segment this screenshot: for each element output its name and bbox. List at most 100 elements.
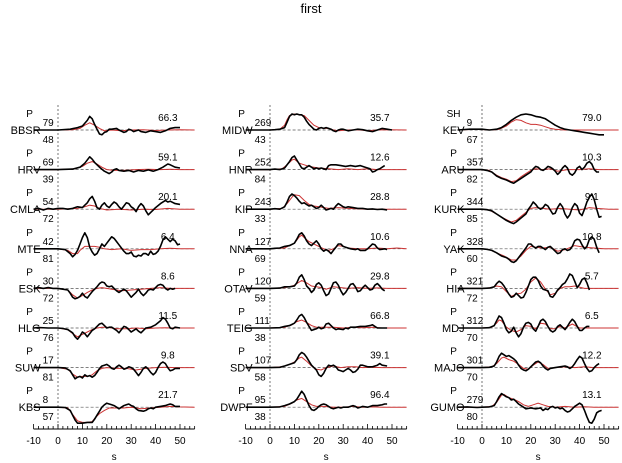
x-tick-label: 50 bbox=[598, 436, 610, 447]
azimuth-label: 54 bbox=[43, 197, 55, 208]
observed-waveform bbox=[33, 316, 181, 341]
observed-waveform bbox=[33, 115, 180, 136]
x-tick-label: 30 bbox=[550, 436, 562, 447]
amplitude-label: 12.6 bbox=[370, 153, 390, 164]
observed-waveform bbox=[457, 273, 591, 299]
phase-label: SH bbox=[447, 109, 461, 120]
observed-waveform bbox=[245, 273, 386, 297]
station-label: KEV bbox=[443, 125, 466, 137]
distance-label: 33 bbox=[255, 214, 267, 225]
figure-title: first bbox=[301, 1, 322, 16]
phase-label: P bbox=[26, 347, 33, 358]
azimuth-label: 279 bbox=[467, 395, 484, 406]
amplitude-label: 29.8 bbox=[370, 271, 390, 282]
x-tick-label: -10 bbox=[26, 436, 41, 447]
amplitude-label: 9.1 bbox=[585, 192, 599, 203]
station-label: KIP bbox=[235, 204, 253, 216]
phase-label: P bbox=[26, 307, 33, 318]
azimuth-label: 69 bbox=[43, 158, 55, 169]
station-label: HRV bbox=[18, 165, 42, 177]
x-tick-label: 20 bbox=[525, 436, 537, 447]
observed-waveform bbox=[33, 156, 181, 175]
distance-label: 84 bbox=[255, 175, 267, 186]
x-tick-label: 0 bbox=[55, 436, 61, 447]
x-tick-label: 10 bbox=[77, 436, 89, 447]
amplitude-label: 28.8 bbox=[370, 192, 390, 203]
azimuth-label: 357 bbox=[467, 158, 484, 169]
observed-waveform bbox=[245, 232, 388, 255]
phase-label: P bbox=[26, 149, 33, 160]
x-tick-label: 0 bbox=[267, 436, 273, 447]
amplitude-label: 96.4 bbox=[370, 390, 390, 401]
azimuth-label: 321 bbox=[467, 276, 484, 287]
distance-label: 70 bbox=[467, 373, 479, 384]
distance-label: 82 bbox=[467, 175, 479, 186]
azimuth-label: 95 bbox=[255, 395, 267, 406]
distance-label: 57 bbox=[43, 412, 55, 423]
station-label: NNA bbox=[229, 244, 253, 256]
x-tick-label: 50 bbox=[174, 436, 186, 447]
observed-waveform bbox=[33, 281, 176, 300]
station-label: SUW bbox=[15, 363, 41, 375]
amplitude-label: 13.1 bbox=[582, 390, 602, 401]
x-tick-label: 30 bbox=[126, 436, 138, 447]
amplitude-label: 6.5 bbox=[585, 311, 599, 322]
amplitude-label: 21.7 bbox=[158, 390, 178, 401]
amplitude-label: 66.8 bbox=[370, 311, 390, 322]
distance-label: 76 bbox=[43, 333, 55, 344]
azimuth-label: 344 bbox=[467, 197, 484, 208]
phase-label: P bbox=[26, 228, 33, 239]
distance-label: 72 bbox=[43, 214, 55, 225]
phase-label: P bbox=[238, 228, 245, 239]
distance-label: 48 bbox=[43, 135, 55, 146]
azimuth-label: 127 bbox=[255, 237, 272, 248]
observed-waveform bbox=[245, 113, 393, 133]
distance-label: 81 bbox=[43, 373, 55, 384]
azimuth-label: 252 bbox=[255, 158, 272, 169]
distance-label: 58 bbox=[255, 373, 267, 384]
x-axis: -10 0 10 20 30 40 50 s bbox=[26, 424, 196, 463]
distance-label: 67 bbox=[467, 135, 479, 146]
station-label: MTE bbox=[17, 244, 40, 256]
observed-waveform bbox=[33, 195, 181, 216]
x-tick-label: 40 bbox=[574, 436, 586, 447]
phase-label: P bbox=[238, 307, 245, 318]
x-axis-label: s bbox=[536, 452, 541, 463]
observed-waveform bbox=[457, 352, 600, 373]
station-label: GUMO bbox=[430, 402, 465, 414]
x-tick-label: 50 bbox=[386, 436, 398, 447]
azimuth-label: 42 bbox=[43, 237, 55, 248]
observed-waveform bbox=[457, 236, 600, 264]
azimuth-label: 107 bbox=[255, 356, 272, 367]
observed-waveform bbox=[457, 113, 604, 136]
station-label: ARU bbox=[441, 165, 464, 177]
station-label: HNR bbox=[229, 165, 253, 177]
azimuth-label: 9 bbox=[467, 118, 473, 129]
distance-label: 59 bbox=[255, 293, 267, 304]
phase-label: P bbox=[450, 149, 457, 160]
observed-waveform bbox=[457, 160, 600, 184]
amplitude-label: 12.2 bbox=[582, 351, 602, 362]
distance-label: 70 bbox=[467, 333, 479, 344]
distance-label: 72 bbox=[43, 293, 55, 304]
azimuth-label: 312 bbox=[467, 316, 484, 327]
distance-label: 69 bbox=[255, 254, 267, 265]
azimuth-label: 301 bbox=[467, 356, 484, 367]
observed-waveform bbox=[457, 193, 602, 225]
panel-3: SHKEV96779.0PARU3578210.3PKURK344859.1PY… bbox=[430, 105, 620, 463]
azimuth-label: 17 bbox=[43, 356, 55, 367]
azimuth-label: 25 bbox=[43, 316, 55, 327]
phase-label: P bbox=[26, 267, 33, 278]
station-label: OTAV bbox=[224, 283, 253, 295]
amplitude-label: 10.6 bbox=[370, 232, 390, 243]
